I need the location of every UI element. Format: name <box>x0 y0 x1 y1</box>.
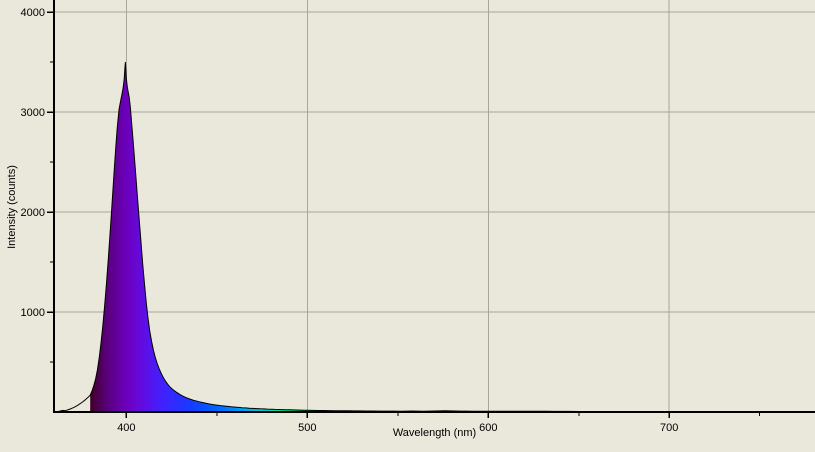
y-tick-label: 2000 <box>21 207 45 219</box>
x-tick-label: 600 <box>479 422 497 434</box>
spectrum-fill <box>90 62 344 412</box>
x-tick-label: 400 <box>117 422 135 434</box>
y-axis-title: Intensity (counts) <box>6 165 18 249</box>
x-tick-label: 700 <box>660 422 678 434</box>
x-tick-label: 500 <box>298 422 316 434</box>
y-tick-label: 4000 <box>21 7 45 19</box>
x-axis-title: Wavelength (nm) <box>392 427 477 439</box>
y-tick-label: 3000 <box>21 107 45 119</box>
spectrum-curve <box>53 61 814 413</box>
y-tick-label: 1000 <box>21 307 45 319</box>
